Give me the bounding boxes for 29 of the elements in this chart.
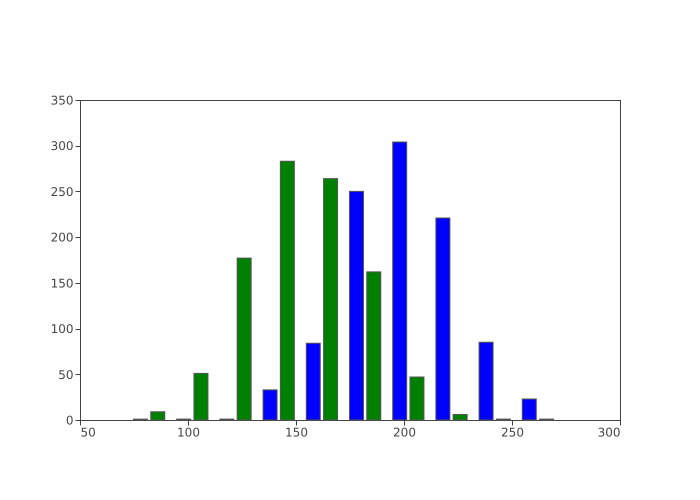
bar	[478, 342, 494, 420]
y-tick-label: 200	[50, 230, 74, 245]
x-tick-label: 150	[285, 426, 308, 440]
bar	[348, 190, 364, 420]
bar	[306, 342, 321, 420]
bar	[392, 142, 408, 420]
bar	[236, 258, 252, 420]
bar	[435, 217, 450, 420]
y-tick-label: 0	[66, 414, 74, 428]
x-tick-label: 200	[393, 426, 416, 440]
y-tick-label: 350	[50, 94, 74, 108]
y-tick-label: 50	[58, 368, 74, 382]
bar	[323, 178, 338, 420]
y-tick-label: 250	[50, 184, 74, 199]
bar	[150, 411, 166, 420]
bar	[452, 414, 468, 420]
x-tick-label: 50	[80, 426, 96, 440]
bar	[409, 376, 424, 420]
x-tick-label: 300	[598, 426, 620, 440]
y-tick-label: 300	[50, 139, 74, 154]
x-tick-label: 250	[501, 426, 524, 440]
bar	[522, 398, 537, 420]
bar	[366, 271, 382, 420]
y-tick-label: 100	[50, 322, 74, 336]
bar	[280, 160, 295, 420]
x-tick-label: 100	[177, 426, 200, 440]
y-tick-label: 150	[50, 276, 74, 290]
bar	[193, 372, 208, 420]
bar	[262, 389, 278, 420]
